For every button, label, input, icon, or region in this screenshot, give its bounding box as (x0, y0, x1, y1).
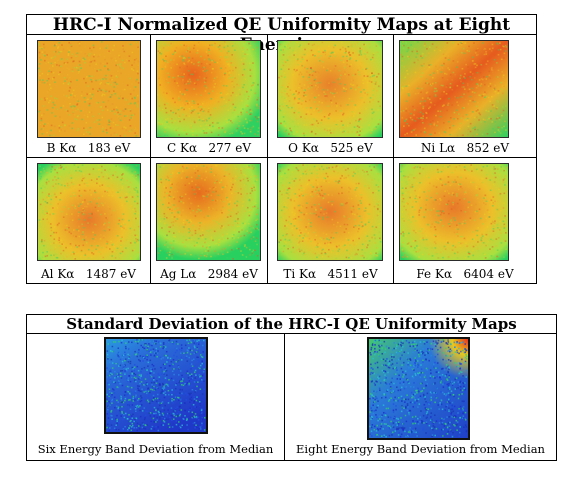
qe-map-ti-image (277, 163, 383, 261)
std-dev-panel: Standard Deviation of the HRC-I QE Unifo… (26, 314, 557, 461)
std-dev-eight-label: Eight Energy Band Deviation from Median (296, 442, 545, 456)
speckle-texture (400, 164, 508, 260)
qe-map-cell-al: Al Kα 1487 eV (27, 158, 151, 283)
std-dev-eight-cell: Eight Energy Band Deviation from Median (285, 334, 556, 460)
qe-map-fe-label: Fe Kα 6404 eV (416, 267, 514, 281)
qe-map-c-label: C Kα 277 eV (167, 141, 251, 155)
qe-map-al-image (37, 163, 141, 261)
speckle-texture (106, 339, 206, 432)
speckle-texture (38, 164, 140, 260)
speckle-texture (369, 339, 468, 438)
qe-map-cell-c: C Kα 277 eV (151, 35, 268, 158)
qe-map-ni-label: Ni Lα 852 eV (420, 141, 510, 155)
qe-map-al-label: Al Kα 1487 eV (41, 267, 136, 281)
std-dev-six-map (104, 337, 208, 434)
speckle-texture (38, 41, 140, 137)
qe-map-cell-fe: Fe Kα 6404 eV (394, 158, 536, 283)
qe-map-c-image (156, 40, 261, 138)
qe-map-ni-image (399, 40, 509, 138)
qe-maps-title: HRC-I Normalized QE Uniformity Maps at E… (27, 15, 536, 55)
speckle-texture (157, 164, 260, 260)
qe-map-fe-image (399, 163, 509, 261)
qe-map-ag-image (156, 163, 261, 261)
std-dev-six-label: Six Energy Band Deviation from Median (37, 442, 274, 456)
qe-map-b-image (37, 40, 141, 138)
speckle-texture (278, 164, 382, 260)
qe-map-cell-ag: Ag Lα 2984 eV (151, 158, 268, 283)
std-dev-title: Standard Deviation of the HRC-I QE Unifo… (27, 315, 556, 334)
qe-map-cell-ni: Ni Lα 852 eV (394, 35, 536, 158)
speckle-texture (278, 41, 382, 137)
speckle-texture (400, 41, 508, 137)
speckle-texture (157, 41, 260, 137)
qe-map-o-image (277, 40, 383, 138)
std-dev-six-cell: Six Energy Band Deviation from Median (27, 334, 285, 460)
qe-map-cell-ti: Ti Kα 4511 eV (268, 158, 394, 283)
qe-map-ti-label: Ti Kα 4511 eV (283, 267, 378, 281)
qe-maps-panel: HRC-I Normalized QE Uniformity Maps at E… (26, 14, 537, 284)
qe-map-cell-b: B Kα 183 eV (27, 35, 151, 158)
qe-map-b-label: B Kα 183 eV (46, 141, 131, 155)
std-dev-eight-map (367, 337, 470, 440)
qe-map-o-label: O Kα 525 eV (288, 141, 373, 155)
qe-map-cell-o: O Kα 525 eV (268, 35, 394, 158)
qe-map-ag-label: Ag Lα 2984 eV (160, 267, 258, 281)
